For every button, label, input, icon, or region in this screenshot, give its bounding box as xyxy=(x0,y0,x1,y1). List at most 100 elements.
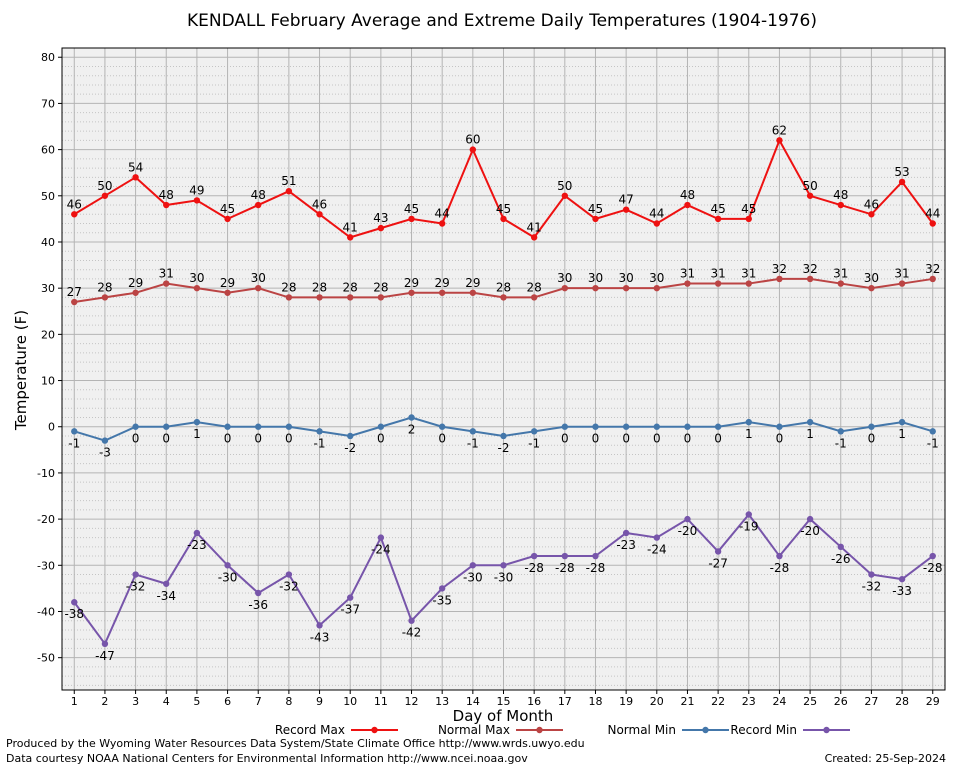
data-label: 1 xyxy=(806,427,814,441)
data-label: -32 xyxy=(862,580,882,594)
data-label: -27 xyxy=(708,556,728,570)
data-point xyxy=(653,284,660,292)
data-label: 28 xyxy=(496,280,511,294)
data-label: 0 xyxy=(776,432,784,446)
data-point xyxy=(837,428,844,435)
data-point xyxy=(929,428,936,435)
data-point xyxy=(929,552,936,560)
data-label: 31 xyxy=(680,267,695,281)
data-point xyxy=(408,289,415,296)
series-record-min: -38-47-32-34-23-30-36-32-43-37-24-42-35-… xyxy=(64,511,943,663)
data-point xyxy=(837,280,844,287)
data-point xyxy=(132,174,139,181)
data-label: 28 xyxy=(312,280,327,294)
x-tick-label: 4 xyxy=(163,695,170,708)
y-tick-label: -40 xyxy=(37,605,55,618)
data-label: 28 xyxy=(527,280,542,294)
data-point xyxy=(776,423,783,430)
data-point xyxy=(653,423,660,430)
data-label: -28 xyxy=(524,561,544,575)
data-point xyxy=(132,571,139,578)
data-point xyxy=(561,284,569,292)
x-tick-label: 9 xyxy=(316,695,323,708)
data-point xyxy=(377,423,385,430)
data-label: -37 xyxy=(340,603,360,617)
data-point xyxy=(500,432,507,440)
x-tick-label: 20 xyxy=(650,695,664,708)
data-point xyxy=(622,529,630,537)
data-point xyxy=(929,220,936,227)
data-point xyxy=(255,589,262,597)
data-label: 62 xyxy=(772,123,787,137)
series-normal-min: -1 -3 0 0 1 0 0 0 -1 -2 0 2 0 -1 -2 -1 0 0 0 0 0 0 1 0 1 -1 0 1 -1 xyxy=(68,414,939,460)
y-tick-label: -20 xyxy=(37,513,55,526)
data-label: 32 xyxy=(925,262,940,276)
legend-marker xyxy=(536,726,543,734)
data-label: -1 xyxy=(835,436,847,450)
data-label: 44 xyxy=(435,207,450,221)
data-point xyxy=(163,280,170,287)
data-point xyxy=(868,211,875,218)
data-point xyxy=(806,515,814,523)
data-point xyxy=(684,201,691,209)
data-label: 50 xyxy=(802,179,817,193)
y-tick-label: -50 xyxy=(37,652,55,665)
data-point xyxy=(929,275,936,283)
data-label: 54 xyxy=(128,160,143,174)
data-point xyxy=(71,298,78,306)
data-label: -1 xyxy=(927,436,939,450)
data-point xyxy=(316,428,323,435)
y-tick-label: 80 xyxy=(41,51,55,64)
data-label: 45 xyxy=(588,202,603,216)
x-tick-label: 23 xyxy=(742,695,756,708)
y-axis-ticks: 80 70 60 50 40 30 20 10 0 -10 -20 -30 -40 -50 xyxy=(37,51,62,665)
data-point xyxy=(530,234,538,241)
data-label: 0 xyxy=(285,432,293,446)
data-label: 32 xyxy=(772,262,787,276)
data-label: 30 xyxy=(557,271,572,285)
data-point xyxy=(776,552,783,560)
data-label: -30 xyxy=(218,570,238,584)
data-point xyxy=(561,552,569,560)
data-point xyxy=(806,275,814,283)
x-tick-label: 19 xyxy=(619,695,633,708)
data-point xyxy=(224,423,231,430)
data-point xyxy=(408,215,415,223)
x-tick-label: 13 xyxy=(435,695,449,708)
data-label: 29 xyxy=(220,276,235,290)
data-point xyxy=(745,280,752,287)
x-tick-label: 11 xyxy=(374,695,388,708)
data-point xyxy=(868,571,875,578)
footer-produced-by: Produced by the Wyoming Water Resources … xyxy=(6,737,585,750)
data-point xyxy=(684,423,691,430)
data-point xyxy=(438,585,446,592)
data-point xyxy=(868,284,875,292)
data-point xyxy=(71,428,78,435)
data-point xyxy=(868,423,875,430)
data-label: -34 xyxy=(156,589,176,603)
data-point xyxy=(530,428,538,435)
data-label: -43 xyxy=(310,630,330,644)
x-tick-label: 25 xyxy=(803,695,817,708)
data-label: 44 xyxy=(649,207,664,221)
data-label: 0 xyxy=(254,432,262,446)
data-point xyxy=(530,294,538,301)
data-label: -35 xyxy=(432,593,452,607)
data-label: 30 xyxy=(618,271,633,285)
data-point xyxy=(806,418,814,426)
data-point xyxy=(101,640,109,648)
data-point xyxy=(714,280,722,287)
footer-data-courtesy: Data courtesy NOAA National Centers for … xyxy=(6,752,528,765)
y-tick-label: 40 xyxy=(41,236,55,249)
data-label: 29 xyxy=(435,276,450,290)
data-label: 0 xyxy=(592,432,600,446)
data-point xyxy=(132,289,139,296)
data-label: 31 xyxy=(894,267,909,281)
data-point xyxy=(745,418,752,426)
series-record-max: 46 50 54 48 49 45 48 51 46 41 43 45 44 60 45 41 50 45 47 44… xyxy=(67,123,940,241)
data-point xyxy=(347,234,354,241)
data-label: 48 xyxy=(251,188,266,202)
data-point xyxy=(776,137,783,144)
data-point xyxy=(622,284,630,292)
